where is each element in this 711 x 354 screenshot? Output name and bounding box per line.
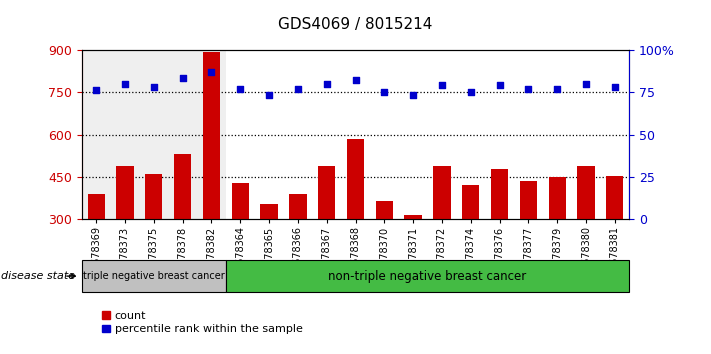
Point [580, 81, 592, 86]
Bar [318, 166, 336, 219]
Bar [433, 166, 451, 219]
Point [235, 86, 246, 91]
Point [379, 89, 390, 95]
Point [321, 81, 332, 86]
Bar [87, 194, 105, 219]
Text: triple negative breast cancer: triple negative breast cancer [83, 271, 225, 281]
Point [177, 76, 188, 81]
Bar [375, 201, 393, 219]
Text: GDS4069 / 8015214: GDS4069 / 8015214 [278, 17, 433, 32]
Point [263, 93, 274, 98]
Bar [549, 177, 566, 219]
Bar [491, 169, 508, 219]
Point [609, 84, 621, 90]
Point [407, 93, 419, 98]
Bar [226, 260, 629, 292]
Bar [203, 52, 220, 219]
Bar [606, 176, 624, 219]
Point [148, 84, 159, 90]
Bar [169, 50, 197, 219]
Text: disease state: disease state [1, 271, 75, 281]
Bar [139, 50, 169, 219]
Point [205, 69, 217, 74]
Bar [462, 185, 479, 219]
Bar [577, 166, 594, 219]
Bar [174, 154, 191, 219]
Bar [405, 215, 422, 219]
Bar [111, 50, 139, 219]
Bar [289, 194, 306, 219]
Bar [82, 260, 226, 292]
Bar [117, 166, 134, 219]
Point [465, 89, 476, 95]
Legend: count, percentile rank within the sample: count, percentile rank within the sample [102, 311, 303, 334]
Bar [347, 139, 364, 219]
Point [350, 77, 361, 83]
Bar [82, 50, 111, 219]
Point [119, 81, 131, 86]
Bar [520, 181, 537, 219]
Point [523, 86, 534, 91]
Point [437, 82, 448, 88]
Bar [197, 50, 226, 219]
Point [90, 87, 102, 93]
Point [552, 86, 563, 91]
Bar [145, 174, 162, 219]
Text: non-triple negative breast cancer: non-triple negative breast cancer [328, 270, 527, 282]
Bar [232, 183, 249, 219]
Point [292, 86, 304, 91]
Point [494, 82, 506, 88]
Bar [260, 204, 278, 219]
